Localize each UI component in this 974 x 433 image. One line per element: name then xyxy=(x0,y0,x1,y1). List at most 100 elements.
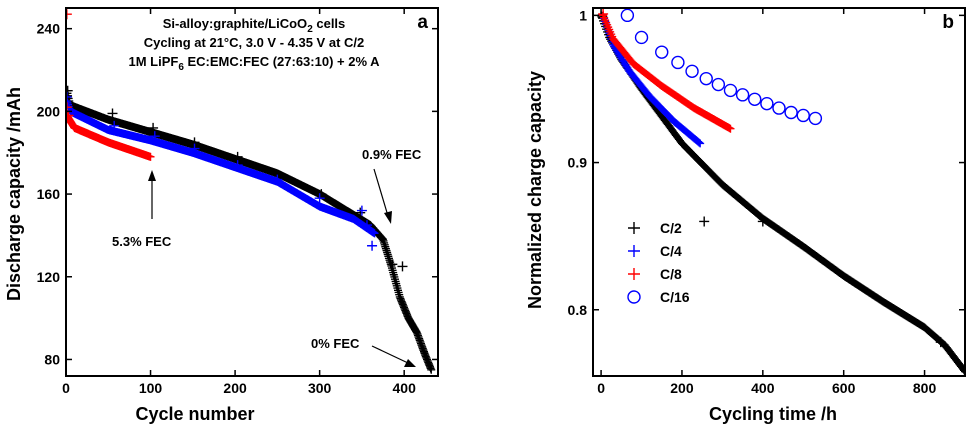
data-point xyxy=(598,8,609,19)
x-tick-label: 100 xyxy=(139,380,163,396)
series-C/2 xyxy=(597,11,965,376)
panel-a-letter: a xyxy=(417,12,428,33)
panel-b-x-axis-title: Cycling time /h xyxy=(709,404,837,424)
panel-a-title-line-3: 1M LiPF6 EC:EMC:FEC (27:63:10) + 2% A xyxy=(128,54,380,73)
data-point xyxy=(961,367,965,376)
data-point xyxy=(695,138,704,147)
x-tick-label: 0 xyxy=(62,380,70,396)
data-point xyxy=(272,174,283,185)
annotation-0-fec-arrow xyxy=(371,345,409,364)
data-point xyxy=(232,160,243,171)
data-point xyxy=(784,105,798,120)
x-tick-label: 400 xyxy=(393,380,417,396)
x-tick-label: 600 xyxy=(832,380,856,396)
legend-label: C/4 xyxy=(660,243,682,259)
annotation-0-fec: 0% FEC xyxy=(311,336,360,351)
data-point xyxy=(685,64,699,78)
y-tick-label: 120 xyxy=(37,269,61,285)
panel-a-ticks: 0 100 200 300 400 80 120 160 200 240 xyxy=(37,8,438,396)
data-point xyxy=(427,365,436,374)
panel-a-title-line-2: Cycling at 21°C, 3.0 V - 4.35 V at C/2 xyxy=(144,35,365,50)
data-point xyxy=(387,259,398,270)
data-point xyxy=(367,240,378,251)
data-point xyxy=(726,124,735,133)
y-tick-label: 0.9 xyxy=(568,155,588,171)
panel-b-y-axis-title: Normalized charge capacity xyxy=(525,71,545,309)
data-point xyxy=(397,261,408,272)
y-tick-label: 0.8 xyxy=(568,302,588,318)
data-point xyxy=(634,30,649,45)
x-tick-label: 200 xyxy=(670,380,694,396)
y-tick-label: 80 xyxy=(44,351,60,367)
data-point xyxy=(655,45,669,59)
annotation-5-3-fec: 5.3% FEC xyxy=(112,234,172,249)
data-point xyxy=(699,216,710,227)
legend-marker xyxy=(628,268,640,280)
series-1 xyxy=(66,91,379,251)
legend-item: C/2 xyxy=(628,220,682,236)
data-point xyxy=(314,193,325,204)
series-C/16 xyxy=(620,8,823,126)
data-point xyxy=(148,122,159,133)
data-point xyxy=(772,101,786,115)
data-point xyxy=(189,143,200,154)
panel-a: 0 100 200 300 400 80 120 160 200 240 Si-alloy:gra… xyxy=(4,7,439,424)
y-tick-label: 240 xyxy=(37,21,61,37)
annotation-0-9-fec: 0.9% FEC xyxy=(362,147,422,162)
annotation-0-9-fec-arrowhead xyxy=(384,211,392,224)
x-tick-label: 400 xyxy=(751,380,775,396)
data-point xyxy=(760,96,774,111)
panel-b-letter: b xyxy=(942,12,954,33)
legend-label: C/2 xyxy=(660,220,682,236)
data-point xyxy=(808,111,823,126)
x-tick-label: 200 xyxy=(223,380,247,396)
y-tick-label: 160 xyxy=(37,186,61,202)
data-point xyxy=(361,220,372,231)
data-point xyxy=(355,207,366,218)
legend-item: C/4 xyxy=(628,243,682,259)
data-point xyxy=(620,8,635,23)
data-point xyxy=(109,120,120,131)
y-tick-label: 1 xyxy=(579,7,587,23)
legend-marker xyxy=(627,290,641,304)
panel-b-plot xyxy=(597,8,965,376)
data-point xyxy=(748,92,762,106)
y-tick-label: 200 xyxy=(37,103,61,119)
data-point xyxy=(959,366,965,375)
data-point xyxy=(107,108,118,119)
x-tick-label: 800 xyxy=(913,380,937,396)
data-point xyxy=(671,55,685,70)
legend-marker xyxy=(628,245,640,257)
panel-b: 0 200 400 600 800 0.8 0.9 1 b C/2 C/4 C/8 C/16 Cyc… xyxy=(525,7,966,424)
panel-a-title-line-1: Si-alloy:graphite/LiCoO2 cells xyxy=(163,16,346,35)
data-point xyxy=(149,131,160,142)
data-point xyxy=(316,189,327,200)
data-point xyxy=(723,83,738,98)
data-point xyxy=(699,71,713,86)
data-point xyxy=(757,216,768,227)
data-point xyxy=(796,108,810,123)
data-point xyxy=(370,229,379,238)
legend-marker xyxy=(628,222,640,234)
data-point xyxy=(66,85,73,96)
x-tick-label: 0 xyxy=(597,380,605,396)
data-point xyxy=(146,152,155,161)
legend-label: C/16 xyxy=(660,289,690,305)
data-point xyxy=(935,337,946,348)
x-tick-label: 300 xyxy=(308,380,332,396)
panel-a-plot xyxy=(66,9,436,374)
panel-b-legend: C/2 C/4 C/8 C/16 xyxy=(627,220,690,305)
panel-b-ticks: 0 200 400 600 800 0.8 0.9 1 xyxy=(568,7,965,396)
data-point xyxy=(696,139,705,148)
annotation-0-fec-arrowhead xyxy=(404,359,416,367)
data-point xyxy=(735,88,750,102)
series-C/8 xyxy=(598,8,735,133)
series-0 xyxy=(66,85,436,374)
data-point xyxy=(356,205,367,216)
panel-a-frame xyxy=(65,7,439,377)
data-point xyxy=(711,77,726,92)
legend-item: C/8 xyxy=(628,266,682,282)
panel-b-frame xyxy=(592,7,966,377)
annotation-5-3-fec-arrowhead xyxy=(148,170,156,181)
